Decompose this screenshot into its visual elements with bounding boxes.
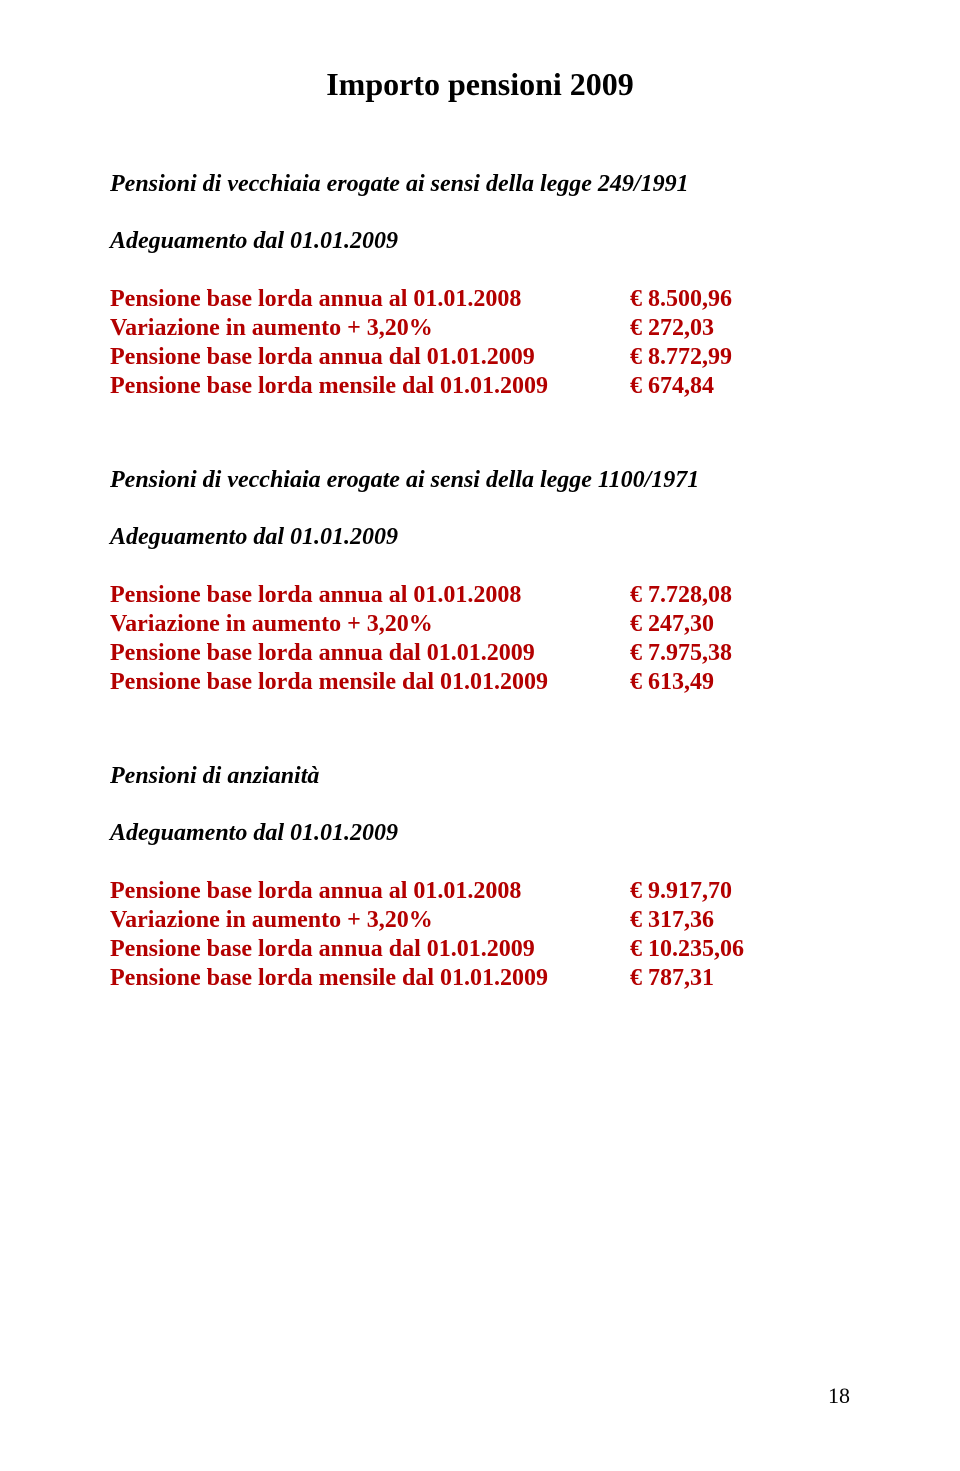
row-label: Pensione base lorda annua dal 01.01.2009 xyxy=(110,343,630,372)
page-title: Importo pensioni 2009 xyxy=(110,66,850,103)
section-block: Pensioni di anzianità Adeguamento dal 01… xyxy=(110,763,850,993)
section-heading: Pensioni di vecchiaia erogate ai sensi d… xyxy=(110,467,850,494)
row-label: Pensione base lorda annua dal 01.01.2009 xyxy=(110,639,630,668)
row-value: € 674,84 xyxy=(630,372,770,401)
row-label: Variazione in aumento + 3,20% xyxy=(110,314,630,343)
table-row: Variazione in aumento + 3,20% € 317,36 xyxy=(110,906,850,935)
row-value: € 272,03 xyxy=(630,314,770,343)
row-value: € 613,49 xyxy=(630,668,770,697)
row-value: € 787,31 xyxy=(630,964,770,993)
table-row: Pensione base lorda annua dal 01.01.2009… xyxy=(110,639,850,668)
table-row: Pensione base lorda annua al 01.01.2008 … xyxy=(110,877,850,906)
row-value: € 8.772,99 xyxy=(630,343,770,372)
row-label: Pensione base lorda mensile dal 01.01.20… xyxy=(110,668,630,697)
row-value: € 8.500,96 xyxy=(630,285,770,314)
table-row: Pensione base lorda annua al 01.01.2008 … xyxy=(110,581,850,610)
table-row: Variazione in aumento + 3,20% € 247,30 xyxy=(110,610,850,639)
row-label: Pensione base lorda annua al 01.01.2008 xyxy=(110,285,630,314)
section-subheading: Adeguamento dal 01.01.2009 xyxy=(110,524,850,551)
table-row: Pensione base lorda mensile dal 01.01.20… xyxy=(110,668,850,697)
section-subheading: Adeguamento dal 01.01.2009 xyxy=(110,820,850,847)
row-label: Variazione in aumento + 3,20% xyxy=(110,610,630,639)
table-row: Pensione base lorda mensile dal 01.01.20… xyxy=(110,372,850,401)
row-label: Pensione base lorda annua al 01.01.2008 xyxy=(110,581,630,610)
table-row: Variazione in aumento + 3,20% € 272,03 xyxy=(110,314,850,343)
section-heading: Pensioni di anzianità xyxy=(110,763,850,790)
row-value: € 7.975,38 xyxy=(630,639,770,668)
row-value: € 7.728,08 xyxy=(630,581,770,610)
page-number: 18 xyxy=(828,1383,850,1409)
row-value: € 247,30 xyxy=(630,610,770,639)
section-subheading: Adeguamento dal 01.01.2009 xyxy=(110,228,850,255)
row-label: Pensione base lorda mensile dal 01.01.20… xyxy=(110,372,630,401)
row-value: € 10.235,06 xyxy=(630,935,770,964)
section-heading: Pensioni di vecchiaia erogate ai sensi d… xyxy=(110,171,850,198)
row-value: € 9.917,70 xyxy=(630,877,770,906)
table-row: Pensione base lorda mensile dal 01.01.20… xyxy=(110,964,850,993)
row-label: Variazione in aumento + 3,20% xyxy=(110,906,630,935)
section-block: Pensioni di vecchiaia erogate ai sensi d… xyxy=(110,171,850,401)
table-row: Pensione base lorda annua dal 01.01.2009… xyxy=(110,935,850,964)
row-label: Pensione base lorda annua al 01.01.2008 xyxy=(110,877,630,906)
section-block: Pensioni di vecchiaia erogate ai sensi d… xyxy=(110,467,850,697)
row-value: € 317,36 xyxy=(630,906,770,935)
table-row: Pensione base lorda annua dal 01.01.2009… xyxy=(110,343,850,372)
row-label: Pensione base lorda annua dal 01.01.2009 xyxy=(110,935,630,964)
row-label: Pensione base lorda mensile dal 01.01.20… xyxy=(110,964,630,993)
page: Importo pensioni 2009 Pensioni di vecchi… xyxy=(0,0,960,1471)
table-row: Pensione base lorda annua al 01.01.2008 … xyxy=(110,285,850,314)
